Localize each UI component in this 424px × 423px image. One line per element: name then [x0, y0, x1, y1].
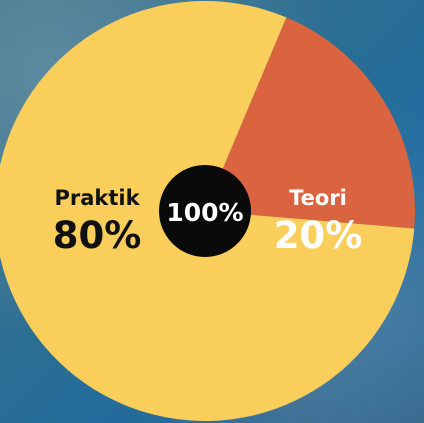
- slice-label-praktik: Praktik: [54, 186, 140, 210]
- center-total-label: 100%: [166, 198, 243, 227]
- slice-value-praktik: 80%: [53, 214, 142, 257]
- center-hole: [159, 165, 251, 257]
- slice-label-teori: Teori: [289, 186, 347, 210]
- slice-value-teori: 20%: [274, 214, 363, 257]
- pie-slices: [0, 1, 415, 421]
- pie-slice-teori: [205, 17, 415, 229]
- pie-slice-praktik: [0, 1, 415, 421]
